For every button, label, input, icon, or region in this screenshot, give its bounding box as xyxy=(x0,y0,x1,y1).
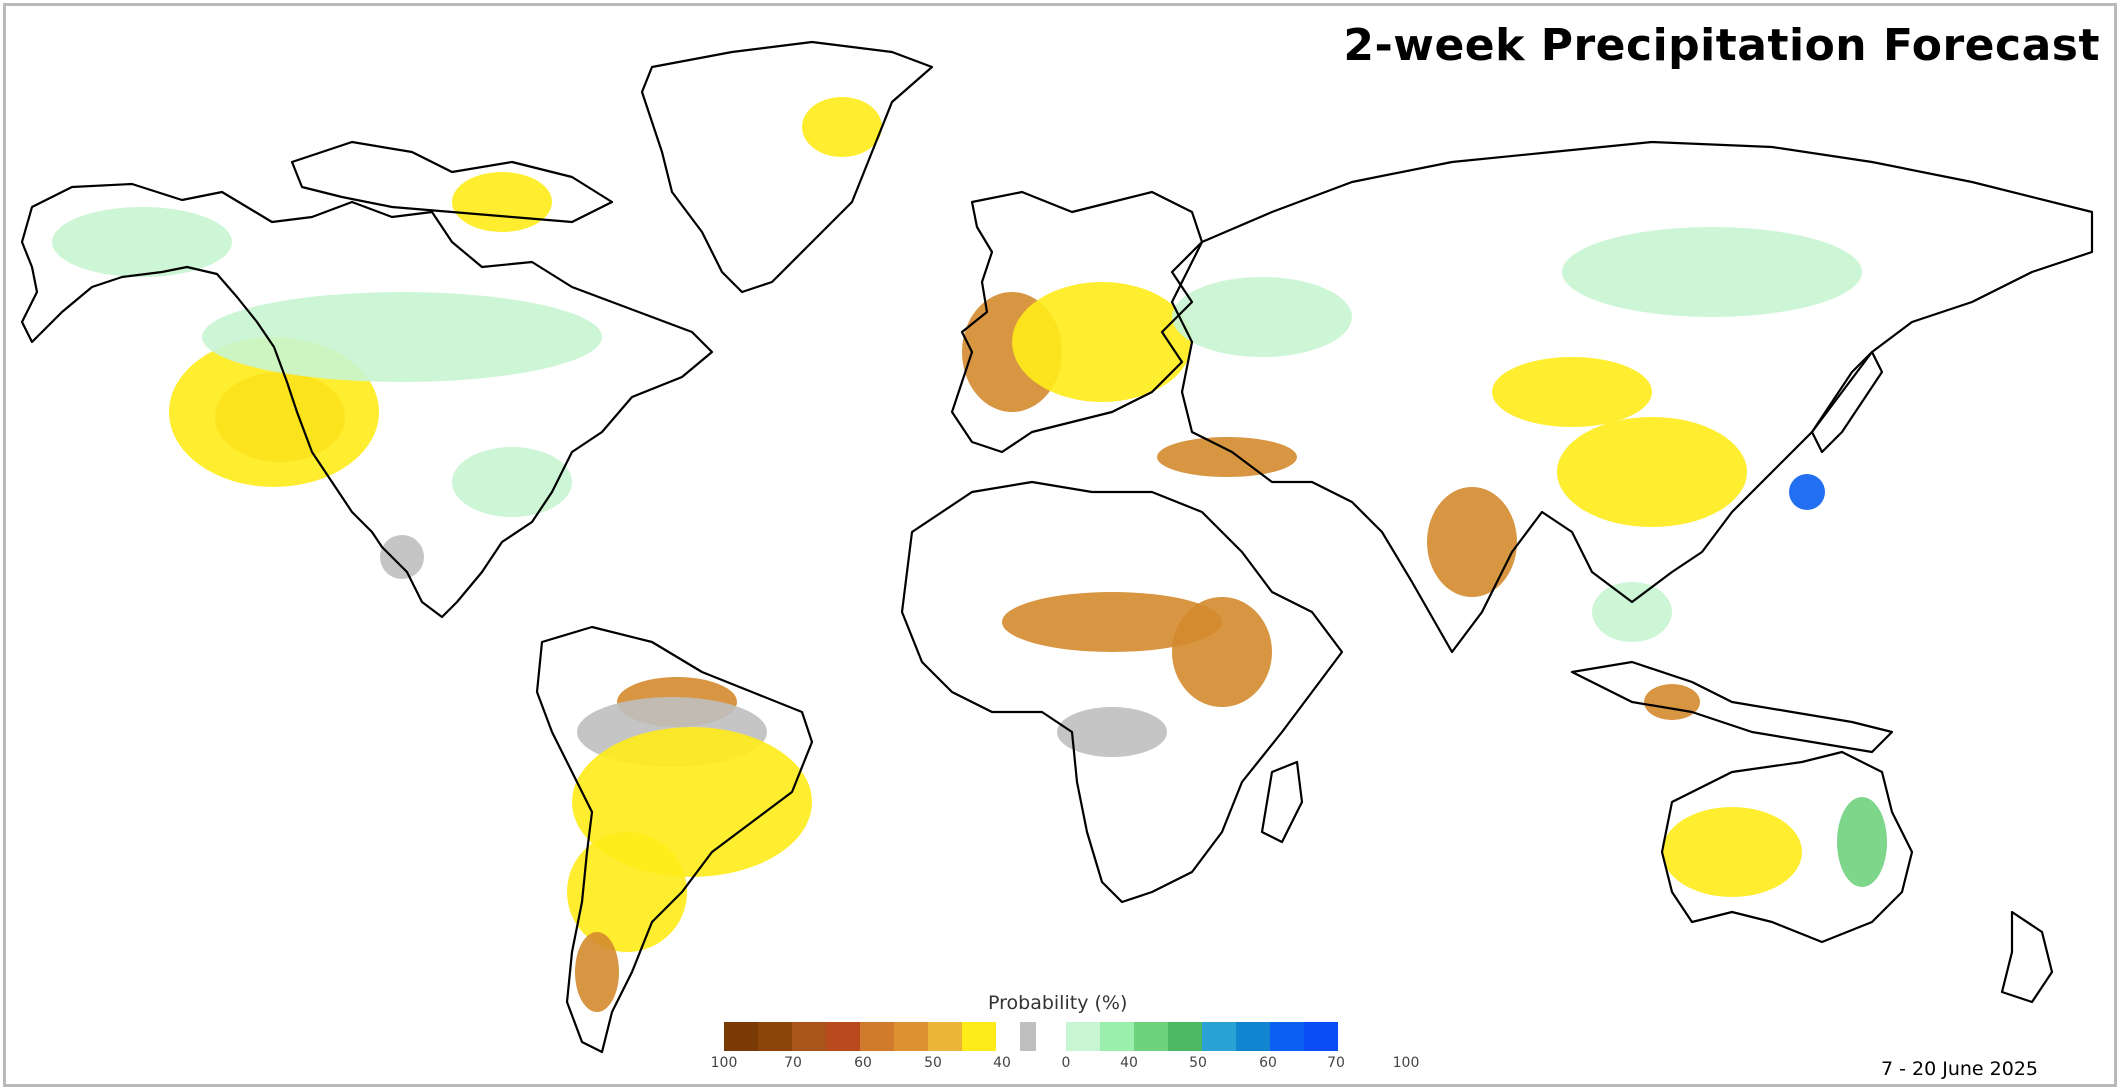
legend-wet-swatch xyxy=(1236,1022,1270,1051)
australia-outline xyxy=(1660,750,1914,944)
anomaly-alaska-yukon xyxy=(52,207,232,277)
legend-tick-label: 60 xyxy=(854,1055,872,1071)
anomaly-turkey xyxy=(1157,437,1297,477)
anomaly-japan xyxy=(1789,474,1825,510)
legend-dry-swatch xyxy=(962,1022,996,1051)
indonesia-outline xyxy=(1570,660,1894,754)
legend-wet-swatch xyxy=(1100,1022,1134,1051)
legend-wet-swatch xyxy=(1134,1022,1168,1051)
map-frame: 2-week Precipitation Forecast Probabilit… xyxy=(3,3,2117,1087)
anomaly-eastern-australia xyxy=(1837,797,1887,887)
forecast-date-range: 7 - 20 June 2025 xyxy=(1880,1058,2038,1080)
anomaly-congo xyxy=(1057,707,1167,757)
anomaly-patagonia xyxy=(575,932,619,1012)
south-america-outline xyxy=(535,625,814,1054)
legend-dry-swatch xyxy=(860,1022,894,1051)
legend-tick-label: 100 xyxy=(1392,1055,1420,1071)
anomaly-argentina xyxy=(567,832,687,952)
legend-tick-label: 0 xyxy=(1061,1055,1071,1071)
anomaly-eastern-us xyxy=(452,447,572,517)
legend-dry-swatch xyxy=(792,1022,826,1051)
legend-tick-label: 70 xyxy=(784,1055,802,1071)
anomaly-central-europe xyxy=(1012,282,1192,402)
legend-tick-label: 100 xyxy=(710,1055,738,1071)
legend-gap xyxy=(996,1022,1020,1051)
legend-gap xyxy=(1036,1022,1066,1051)
legend-dry-swatch xyxy=(928,1022,962,1051)
africa-outline xyxy=(900,480,1344,904)
anomaly-canada-prairies xyxy=(202,292,602,382)
legend-tick-label: 70 xyxy=(1327,1055,1345,1071)
legend-tick-label: 50 xyxy=(924,1055,942,1071)
anomaly-borneo xyxy=(1644,684,1700,720)
madagascar-outline xyxy=(1260,760,1304,844)
legend-wet-swatch xyxy=(1066,1022,1100,1051)
legend-dry-swatch xyxy=(758,1022,792,1051)
legend-color-bar xyxy=(724,1022,1338,1051)
landmass-outlines xyxy=(20,40,2094,1054)
anomaly-mexico xyxy=(380,535,424,579)
legend-wet-swatch xyxy=(1304,1022,1338,1051)
legend-dry-swatch xyxy=(894,1022,928,1051)
new-zealand-outline xyxy=(2000,910,2054,1004)
asia-outline xyxy=(1170,140,2094,654)
legend-wet-swatch xyxy=(1202,1022,1236,1051)
anomaly-layer xyxy=(52,97,1887,1012)
anomaly-india xyxy=(1427,487,1517,597)
arctic-islands-outline xyxy=(290,140,614,224)
anomaly-ethiopia xyxy=(1172,597,1272,707)
legend-neutral-swatch xyxy=(1020,1022,1036,1051)
europe-outline xyxy=(950,190,1204,454)
legend-title: Probability (%) xyxy=(988,992,1128,1014)
map-title: 2-week Precipitation Forecast xyxy=(1343,20,2100,71)
anomaly-sahel xyxy=(1002,592,1222,652)
legend-tick-label: 40 xyxy=(1120,1055,1138,1071)
anomaly-western-russia xyxy=(1172,277,1352,357)
anomaly-china xyxy=(1557,417,1747,527)
anomaly-hudson-bay xyxy=(452,172,552,232)
legend-wet-swatch xyxy=(1168,1022,1202,1051)
anomaly-mongolia-north-china xyxy=(1492,357,1652,427)
anomaly-siberia xyxy=(1562,227,1862,317)
legend-tick-label: 50 xyxy=(1189,1055,1207,1071)
legend-tick-label: 40 xyxy=(993,1055,1011,1071)
world-map xyxy=(20,40,2094,1054)
greenland-outline xyxy=(640,40,934,294)
anomaly-greenland-east xyxy=(802,97,882,157)
japan-outline xyxy=(1810,350,1884,454)
anomaly-southeast-asia xyxy=(1592,582,1672,642)
north-america-outline xyxy=(20,182,714,619)
legend-dry-swatch xyxy=(826,1022,860,1051)
legend-tick-label: 60 xyxy=(1259,1055,1277,1071)
legend-dry-swatch xyxy=(724,1022,758,1051)
legend-wet-swatch xyxy=(1270,1022,1304,1051)
anomaly-western-australia xyxy=(1662,807,1802,897)
